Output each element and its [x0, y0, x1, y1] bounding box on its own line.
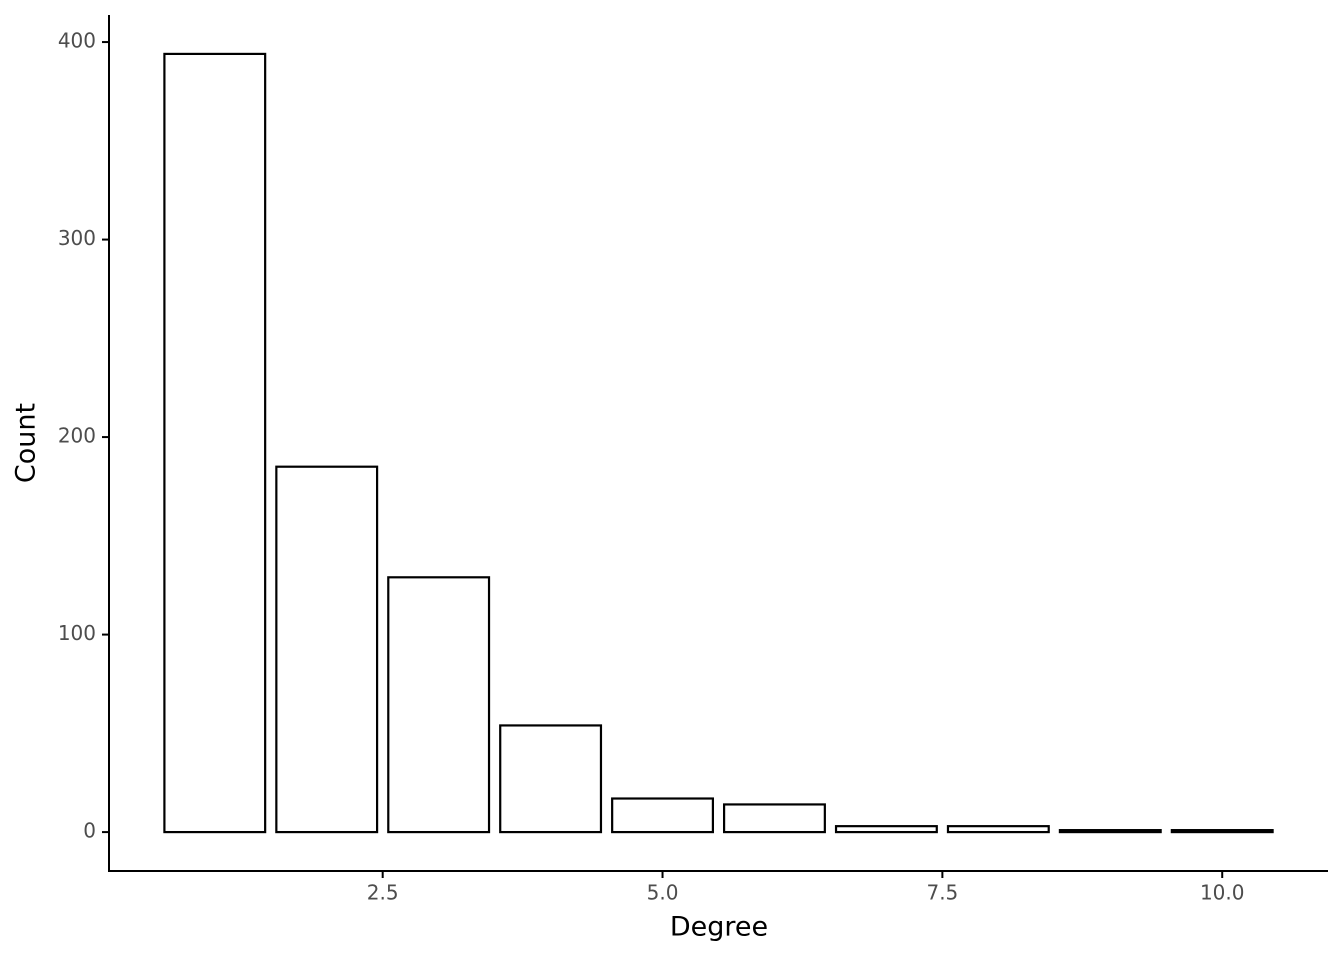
y-tick-label: 100 [58, 621, 96, 645]
y-axis-title: Count [11, 403, 42, 483]
bar [1170, 829, 1274, 834]
bar [275, 465, 379, 834]
bar [163, 52, 267, 834]
bar [499, 724, 603, 834]
y-tick-label: 200 [58, 424, 96, 448]
x-tick-label: 10.0 [1200, 881, 1245, 905]
bar [722, 803, 826, 834]
x-tick-label: 2.5 [367, 881, 399, 905]
bar [611, 797, 715, 834]
bar [1058, 829, 1162, 834]
y-tick-label: 0 [83, 819, 96, 843]
x-tick-label: 7.5 [926, 881, 958, 905]
y-tick-label: 400 [58, 29, 96, 53]
bar [946, 825, 1050, 834]
bar [834, 825, 938, 834]
bar [387, 576, 491, 834]
x-axis-title: Degree [670, 912, 768, 943]
y-tick-label: 300 [58, 226, 96, 250]
x-tick-label: 5.0 [647, 881, 679, 905]
